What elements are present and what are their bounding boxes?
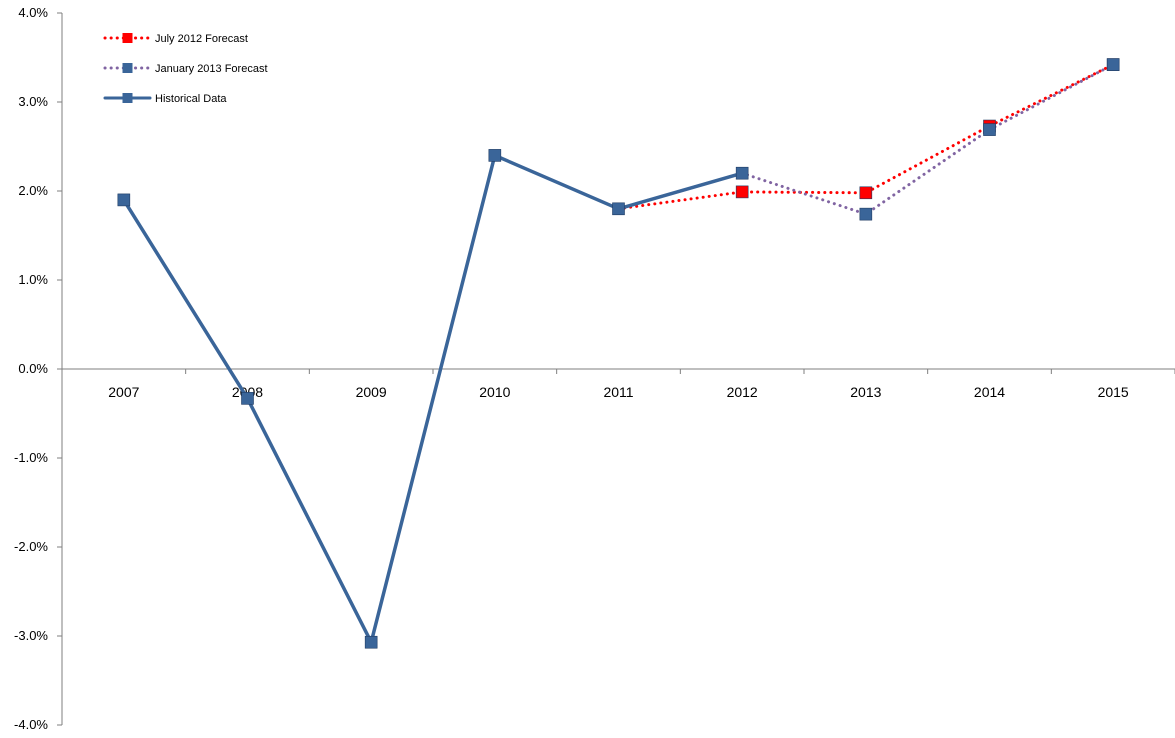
legend-marker: [122, 63, 133, 73]
data-point: [735, 185, 749, 199]
y-tick-label: 4.0%: [18, 5, 48, 20]
x-tick-label: 2009: [356, 384, 387, 400]
y-tick-label: 3.0%: [18, 94, 48, 109]
data-point: [241, 392, 254, 405]
x-tick-label: 2010: [479, 384, 510, 400]
x-tick-label: 2007: [108, 384, 139, 400]
data-point: [735, 166, 749, 180]
y-tick-label: -1.0%: [14, 450, 48, 465]
x-tick-label: 2014: [974, 384, 1005, 400]
y-tick-label: 2.0%: [18, 183, 48, 198]
y-tick-label: 0.0%: [18, 361, 48, 376]
legend-item: January 2013 Forecast: [103, 63, 268, 75]
data-point: [612, 202, 625, 216]
legend-marker: [122, 33, 133, 43]
data-point: [1106, 58, 1120, 71]
data-point: [364, 635, 378, 649]
legend-marker: [122, 93, 133, 103]
y-tick-label: -4.0%: [14, 717, 48, 732]
legend-item: July 2012 Forecast: [103, 33, 248, 45]
legend-label: January 2013 Forecast: [155, 63, 268, 75]
x-tick-label: 2012: [727, 384, 758, 400]
legend: July 2012 Forecast January 2013 Forecast H…: [103, 33, 268, 105]
data-point: [983, 123, 996, 136]
data-point: [488, 149, 502, 162]
legend-label: July 2012 Forecast: [155, 33, 248, 45]
data-point: [859, 207, 873, 221]
legend-label: Historical Data: [155, 93, 227, 105]
x-tick-label: 2015: [1098, 384, 1129, 400]
x-tick-label: 2011: [603, 384, 633, 400]
series-line: [122, 153, 744, 644]
y-tick-label: -2.0%: [14, 539, 48, 554]
legend-item: Historical Data: [103, 93, 227, 105]
x-tick-label: 2013: [850, 384, 881, 400]
data-point: [859, 186, 873, 200]
series-3: [122, 153, 744, 644]
data-point: [117, 193, 131, 207]
y-tick-label: 1.0%: [18, 272, 48, 287]
y-tick-label: -3.0%: [14, 628, 48, 643]
